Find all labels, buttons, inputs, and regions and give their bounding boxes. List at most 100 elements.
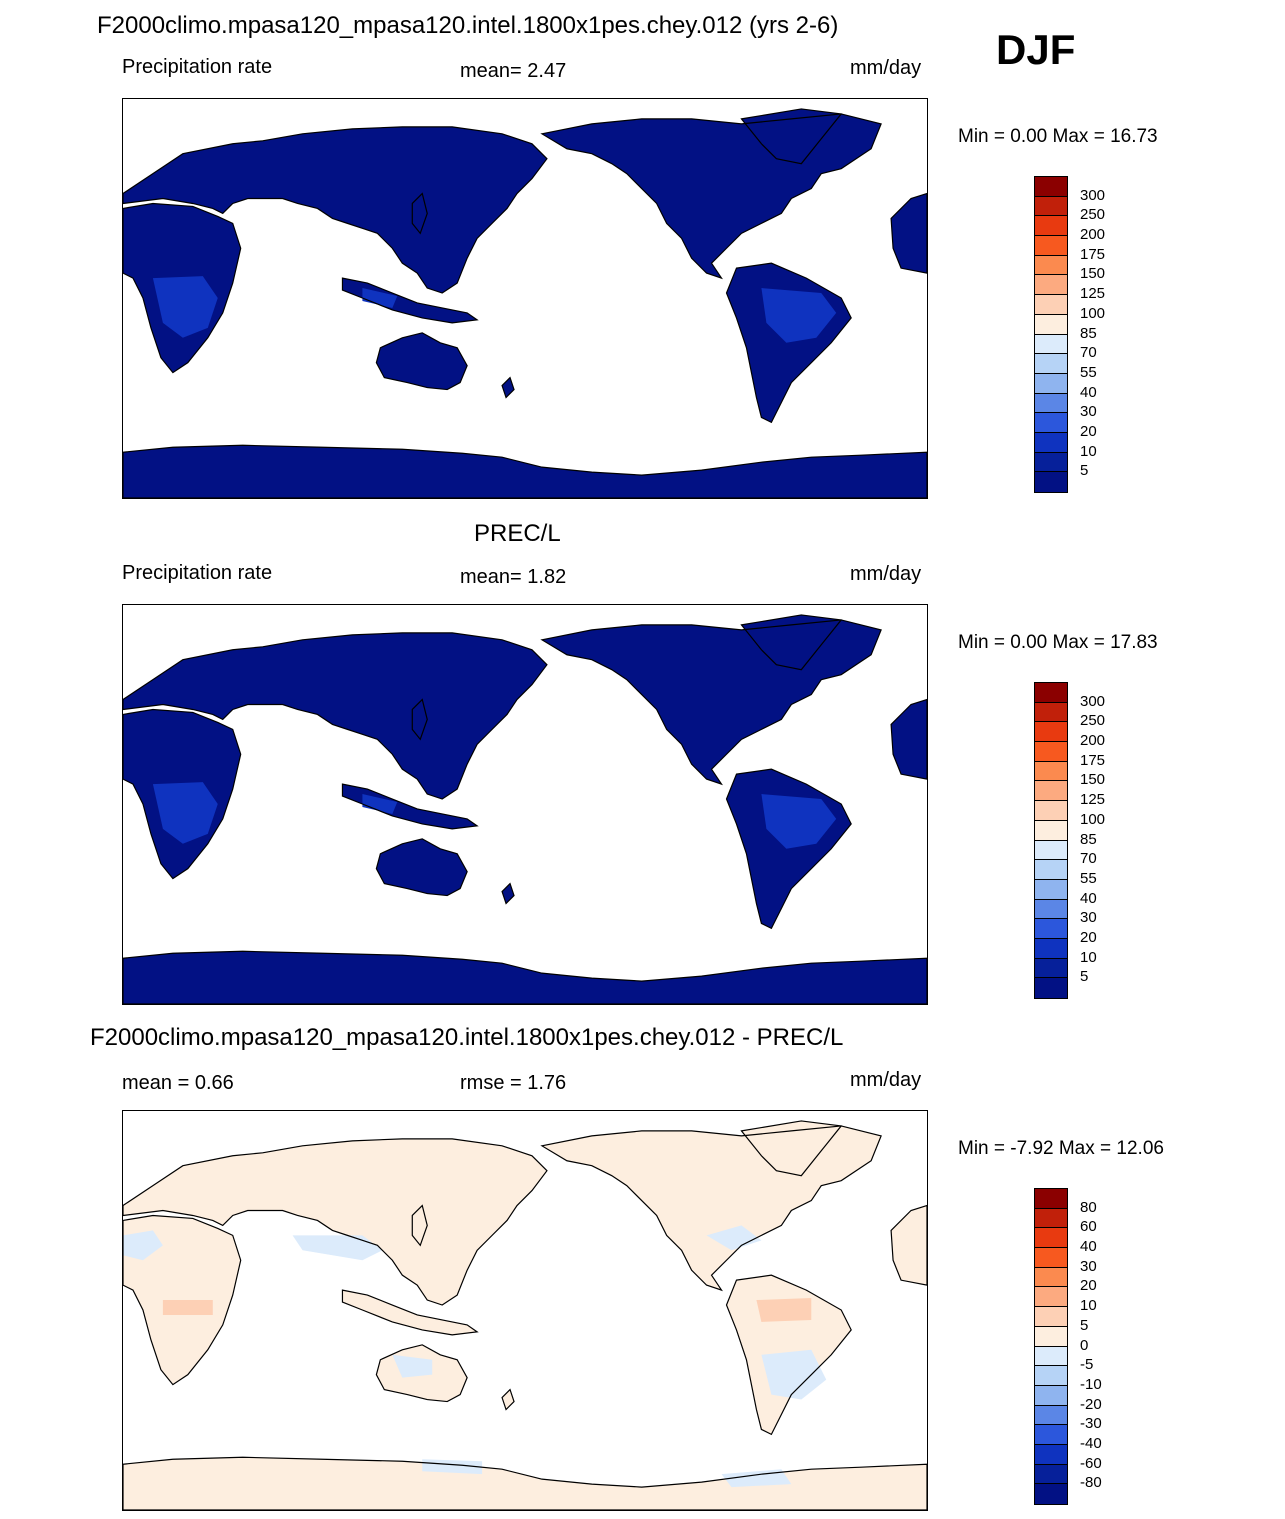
coastline-africa — [123, 708, 242, 880]
colorbar-tick-label: 70 — [1080, 850, 1097, 868]
panel1-map — [122, 98, 928, 499]
panel3-rmse: rmse = 1.76 — [460, 1072, 567, 1094]
colorbar-tick-label: 5 — [1080, 968, 1089, 986]
panel2-colorbar — [1034, 682, 1068, 999]
colorbar-tick-label: -20 — [1080, 1395, 1102, 1413]
colorbar-tick-label: 20 — [1080, 1277, 1097, 1295]
colorbar-swatch — [1035, 958, 1067, 979]
colorbar-swatch — [1035, 354, 1067, 374]
colorbar-tick-label: 150 — [1080, 265, 1106, 283]
panel3-colorbar — [1034, 1188, 1068, 1505]
panel1-mean: mean= 2.47 — [460, 60, 567, 82]
colorbar-swatch — [1035, 879, 1067, 900]
colorbar-swatch — [1035, 177, 1067, 197]
coastline-greenland — [740, 614, 843, 671]
colorbar-swatch — [1035, 860, 1067, 880]
panel2-title: PREC/L — [474, 520, 561, 547]
colorbar-swatch — [1035, 1346, 1067, 1367]
colorbar-swatch — [1035, 432, 1067, 453]
coastline-indonesia — [341, 783, 479, 830]
land-eurasia — [123, 126, 547, 294]
land-europewest — [891, 1205, 927, 1286]
coastline-antarctica — [123, 444, 927, 498]
panel2-map — [122, 604, 928, 1005]
colorbar-swatch — [1035, 472, 1067, 492]
coastline-eurasia — [123, 1138, 548, 1306]
colorbar-tick-label: 200 — [1080, 732, 1106, 750]
land-greenland — [741, 614, 842, 670]
panel3-minmax: Min = -7.92 Max = 12.06 — [958, 1138, 1164, 1159]
colorbar-swatch — [1035, 1326, 1067, 1347]
colorbar-swatch — [1035, 334, 1067, 355]
panel2-left-label: Precipitation rate — [122, 562, 273, 584]
colorbar-swatch — [1035, 1208, 1067, 1229]
colorbar-swatch — [1035, 722, 1067, 743]
negative-anomaly-region — [721, 1469, 792, 1488]
colorbar-swatch — [1035, 840, 1067, 861]
coastline-africa — [123, 202, 242, 374]
panel1-colorbar — [1034, 176, 1068, 493]
colorbar-tick-label: 200 — [1080, 226, 1106, 244]
colorbar-tick-label: -60 — [1080, 1454, 1102, 1472]
land-greenland — [741, 108, 842, 164]
coastline-indonesia — [341, 277, 479, 324]
colorbar-swatch — [1035, 1484, 1067, 1504]
coastline-japan — [411, 192, 428, 235]
colorbar-tick-label: 40 — [1080, 383, 1097, 401]
negative-anomaly-region — [761, 1349, 827, 1400]
colorbar-swatch — [1035, 1366, 1067, 1386]
coastline-australia — [375, 1344, 468, 1403]
colorbar-tick-label: 300 — [1080, 692, 1106, 710]
colorbar-tick-label: 20 — [1080, 422, 1097, 440]
colorbar-swatch — [1035, 801, 1067, 821]
colorbar-swatch — [1035, 683, 1067, 703]
colorbar-tick-label: 175 — [1080, 245, 1106, 263]
colorbar-swatch — [1035, 1189, 1067, 1209]
colorbar-swatch — [1035, 236, 1067, 256]
colorbar-swatch — [1035, 1464, 1067, 1485]
land-northamerica — [541, 619, 882, 785]
land-northamerica — [541, 113, 882, 279]
colorbar-tick-label: -10 — [1080, 1375, 1102, 1393]
negative-anomaly-region — [292, 1235, 383, 1261]
wet-region — [362, 794, 398, 814]
coastline-nz — [501, 882, 515, 905]
land-eurasia — [123, 1138, 547, 1306]
coastline-japan — [411, 698, 428, 741]
colorbar-tick-label: 80 — [1080, 1198, 1097, 1216]
colorbar-tick-label: 125 — [1080, 285, 1106, 303]
land-europewest — [891, 699, 927, 780]
colorbar-tick-label: 55 — [1080, 363, 1097, 381]
colorbar-swatch — [1035, 1267, 1067, 1288]
land-antarctica — [123, 1457, 927, 1510]
colorbar-swatch — [1035, 295, 1067, 315]
panel3-units: mm/day — [850, 1069, 922, 1091]
land-antarctica — [123, 445, 927, 498]
coastline-antarctica — [123, 1456, 927, 1510]
colorbar-swatch — [1035, 255, 1067, 276]
wet-region — [152, 276, 218, 338]
coastline-antarctica — [123, 950, 927, 1004]
colorbar-tick-label: 125 — [1080, 791, 1106, 809]
colorbar-swatch — [1035, 702, 1067, 723]
colorbar-swatch — [1035, 216, 1067, 237]
colorbar-swatch — [1035, 452, 1067, 473]
land-greenland — [741, 1120, 842, 1176]
colorbar-tick-label: 40 — [1080, 889, 1097, 907]
colorbar-swatch — [1035, 1385, 1067, 1406]
colorbar-swatch — [1035, 919, 1067, 939]
land-australia — [376, 332, 468, 390]
colorbar-tick-label: 20 — [1080, 928, 1097, 946]
coastline-northamerica — [540, 113, 882, 280]
colorbar-tick-label: 60 — [1080, 1218, 1097, 1236]
colorbar-swatch — [1035, 820, 1067, 841]
panel2-minmax: Min = 0.00 Max = 17.83 — [958, 632, 1158, 653]
land-eurasia — [123, 632, 547, 800]
panel2-units: mm/day — [850, 563, 922, 585]
colorbar-swatch — [1035, 1444, 1067, 1465]
colorbar-swatch — [1035, 899, 1067, 920]
panel1-title: F2000climo.mpasa120_mpasa120.intel.1800x… — [97, 12, 839, 39]
coastline-japan — [411, 1204, 428, 1247]
panel3-mean: mean = 0.66 — [122, 1072, 234, 1094]
colorbar-swatch — [1035, 314, 1067, 335]
